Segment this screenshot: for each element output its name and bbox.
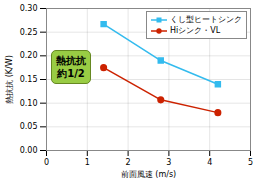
svg-text:前面風速 (m/s): 前面風速 (m/s) — [121, 170, 176, 179]
svg-text:熱抗抗 (K/W): 熱抗抗 (K/W) — [5, 55, 14, 104]
svg-text:0.10: 0.10 — [20, 99, 38, 108]
svg-text:0: 0 — [44, 158, 49, 167]
svg-text:0.05: 0.05 — [20, 122, 38, 131]
html-text:熱抗抗 約1/2: 熱抗抗 約1/2 — [56, 55, 86, 79]
svg-text:0.30: 0.30 — [20, 4, 38, 13]
svg-text:2: 2 — [126, 158, 131, 167]
svg-text:0.20: 0.20 — [20, 51, 38, 60]
svg-text:0.15: 0.15 — [20, 75, 38, 84]
svg-text:0.00: 0.00 — [20, 146, 38, 155]
html-text:Hiシンク・VL: Hiシンク・VL — [170, 26, 221, 35]
svg-text:3: 3 — [166, 158, 171, 167]
html-text:くし型ヒートシンク: くし型ヒートシンク — [170, 15, 242, 24]
svg-text:5: 5 — [248, 158, 253, 167]
svg-text:4: 4 — [207, 158, 212, 167]
svg-text:0.25: 0.25 — [20, 28, 38, 37]
svg-text:1: 1 — [85, 158, 90, 167]
